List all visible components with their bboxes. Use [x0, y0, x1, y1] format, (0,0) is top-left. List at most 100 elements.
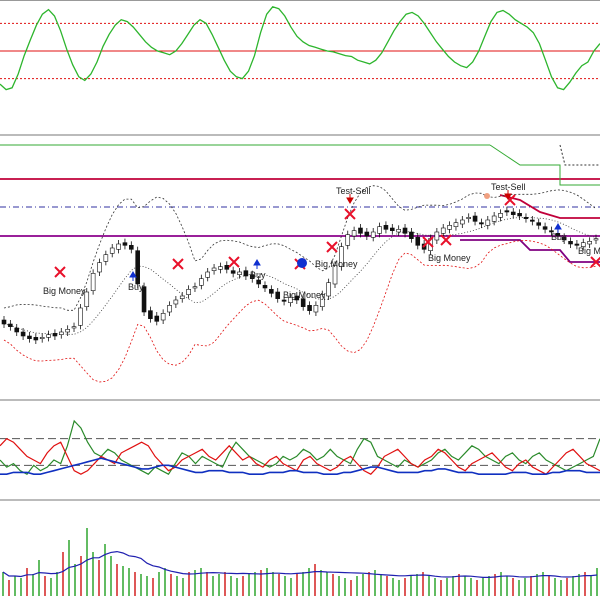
- candle-body: [122, 242, 128, 246]
- dmi-panel: [0, 419, 600, 475]
- candle-body: [186, 289, 191, 295]
- candle-body: [453, 222, 459, 227]
- candle-body: [230, 270, 236, 274]
- candle-body: [593, 238, 599, 241]
- candle-body: [358, 227, 363, 234]
- candle-body: [224, 265, 230, 270]
- candle-body: [58, 331, 64, 335]
- buy-label: Buy: [128, 282, 144, 292]
- candle-body: [466, 217, 471, 219]
- candle-body: [243, 270, 249, 277]
- big-money-label: Big Money: [283, 290, 326, 300]
- candle-body: [218, 266, 223, 270]
- candle-body: [249, 274, 255, 279]
- candle-body: [568, 241, 573, 245]
- price-annotations: Big Money Buy Buy Big Money Big Money Te…: [43, 182, 600, 300]
- candle-body: [447, 225, 452, 230]
- candle-body: [587, 241, 592, 245]
- candle-body: [479, 222, 484, 225]
- candle-body: [27, 335, 32, 339]
- candle-body: [440, 227, 446, 234]
- candle-body: [275, 291, 281, 299]
- candle-body: [536, 222, 542, 226]
- candle-body: [1, 319, 7, 325]
- candle-body: [281, 299, 287, 302]
- signal-cross-marker: [422, 236, 434, 248]
- candle-body: [472, 215, 478, 222]
- candle-body: [523, 217, 529, 219]
- big-money-label: Big Mo: [578, 246, 600, 256]
- candle-body: [90, 273, 96, 291]
- candle-body: [434, 231, 440, 241]
- signal-cross-marker: [54, 266, 66, 278]
- candle-body: [351, 230, 357, 237]
- candle-body: [205, 271, 210, 278]
- candle-body: [52, 333, 58, 337]
- candle-body: [46, 334, 51, 338]
- big-money-dot-marker: [297, 258, 307, 268]
- big-money-label: Big Money: [43, 286, 86, 296]
- candle-body: [141, 286, 147, 313]
- candle-body: [339, 246, 344, 267]
- test-sell-label: Test-Sell: [491, 182, 526, 192]
- candle-body: [269, 289, 274, 294]
- candle-body: [173, 299, 179, 305]
- big-money-label: Big Money: [428, 253, 471, 263]
- trail-line-purple: [460, 239, 600, 263]
- candle-body: [319, 294, 325, 307]
- dmi-minus-line: [0, 437, 600, 475]
- signal-cross-marker: [344, 208, 356, 220]
- oscillator-line: [0, 6, 600, 91]
- buy-label: Buy: [250, 270, 266, 280]
- buy-arrow-icon: [129, 271, 137, 281]
- sell-arrow-icon: [504, 190, 512, 200]
- trail-line-green-step: [489, 144, 600, 186]
- big-money-label: Big Money: [315, 259, 358, 269]
- candle-body: [154, 315, 160, 322]
- candle-body: [33, 337, 39, 341]
- test-sell-label: Test-Sell: [336, 186, 371, 196]
- volume-average-line: [2, 550, 598, 578]
- trail-line-dotted: [559, 144, 600, 166]
- candle-body: [415, 237, 421, 246]
- candle-body: [555, 233, 561, 237]
- candle-body: [71, 326, 77, 329]
- candle-body: [332, 265, 338, 285]
- buy-arrow-icon: [253, 259, 261, 269]
- candle-body: [237, 271, 242, 275]
- candle-body: [409, 231, 414, 239]
- candle-body: [517, 213, 522, 217]
- candle-body: [179, 295, 185, 299]
- oscillator-panel: [0, 6, 600, 91]
- candle-body: [510, 211, 516, 215]
- big-money-dot-marker: [484, 193, 490, 199]
- candle-body: [262, 285, 268, 289]
- candle-body: [39, 337, 45, 339]
- candle-body: [97, 262, 102, 273]
- candle-body: [160, 313, 166, 321]
- buy-label: Buy: [551, 232, 567, 242]
- candle-body: [148, 310, 153, 319]
- adx-line: [0, 457, 600, 475]
- candle-body: [84, 291, 90, 307]
- candle-body: [313, 305, 319, 313]
- candle-body: [192, 286, 198, 289]
- candle-body: [396, 229, 401, 233]
- candle-body: [307, 305, 312, 311]
- signal-cross-marker: [326, 241, 338, 253]
- signal-cross-marker: [440, 234, 452, 246]
- bollinger-upper-band: [3, 185, 597, 311]
- candle-body: [14, 327, 20, 333]
- candle-body: [580, 242, 586, 247]
- candle-body: [116, 243, 121, 250]
- signal-cross-marker: [228, 256, 240, 268]
- candle-body: [135, 250, 140, 285]
- signal-cross-marker: [172, 258, 184, 270]
- candle-body: [167, 305, 172, 313]
- candle-body: [460, 219, 465, 225]
- candle-body: [65, 329, 70, 333]
- moving-average-line: [3, 216, 597, 335]
- candle-body: [211, 267, 217, 271]
- panel-frames: [0, 0, 600, 501]
